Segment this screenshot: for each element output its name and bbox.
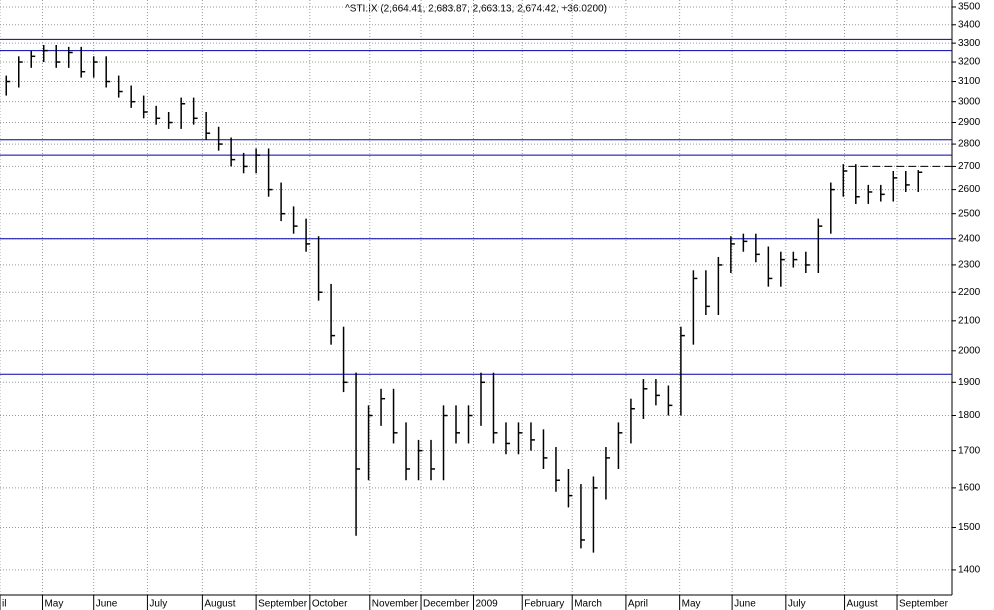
x-tick-label: December bbox=[423, 599, 470, 610]
x-tick-label: August bbox=[204, 599, 235, 610]
y-tick-label: 3500 bbox=[958, 2, 981, 13]
y-tick-label: 3300 bbox=[958, 38, 981, 49]
chart-title: ^STI.IX (2,664.41, 2,683.87, 2,663.13, 2… bbox=[345, 4, 607, 15]
x-tick-label: September bbox=[258, 599, 308, 610]
y-tick-label: 1600 bbox=[958, 483, 981, 494]
y-tick-label: 2300 bbox=[958, 260, 981, 271]
y-tick-label: 3100 bbox=[958, 76, 981, 87]
x-tick-label: July bbox=[788, 599, 806, 610]
x-tick-label: October bbox=[312, 599, 348, 610]
x-tick-label: March bbox=[574, 599, 602, 610]
y-tick-label: 3000 bbox=[958, 96, 981, 107]
x-tick-label: November bbox=[372, 599, 419, 610]
y-tick-label: 2000 bbox=[958, 345, 981, 356]
x-tick-label: il bbox=[2, 599, 6, 610]
y-tick-label: 2200 bbox=[958, 287, 981, 298]
x-tick-label: July bbox=[149, 599, 167, 610]
x-tick-label: April bbox=[628, 599, 648, 610]
y-tick-label: 2100 bbox=[958, 315, 981, 326]
y-tick-label: 3200 bbox=[958, 57, 981, 68]
y-tick-label: 1700 bbox=[958, 445, 981, 456]
x-tick-label: August bbox=[847, 599, 878, 610]
x-tick-label: February bbox=[524, 599, 564, 610]
x-tick-label: May bbox=[682, 599, 701, 610]
y-tick-label: 1800 bbox=[958, 410, 981, 421]
x-tick-label: June bbox=[734, 599, 756, 610]
y-tick-label: 2400 bbox=[958, 233, 981, 244]
x-tick-label: May bbox=[44, 599, 63, 610]
y-tick-label: 3400 bbox=[958, 19, 981, 30]
y-tick-label: 2600 bbox=[958, 184, 981, 195]
y-tick-label: 2700 bbox=[958, 161, 981, 172]
x-tick-label: June bbox=[96, 599, 118, 610]
y-tick-label: 1900 bbox=[958, 377, 981, 388]
x-tick-label: September bbox=[899, 599, 949, 610]
y-tick-label: 2900 bbox=[958, 117, 981, 128]
y-tick-label: 1400 bbox=[958, 565, 981, 576]
x-tick-label: 2009 bbox=[476, 599, 499, 610]
y-tick-label: 1500 bbox=[958, 522, 981, 533]
y-tick-label: 2500 bbox=[958, 208, 981, 219]
y-tick-label: 2800 bbox=[958, 139, 981, 150]
